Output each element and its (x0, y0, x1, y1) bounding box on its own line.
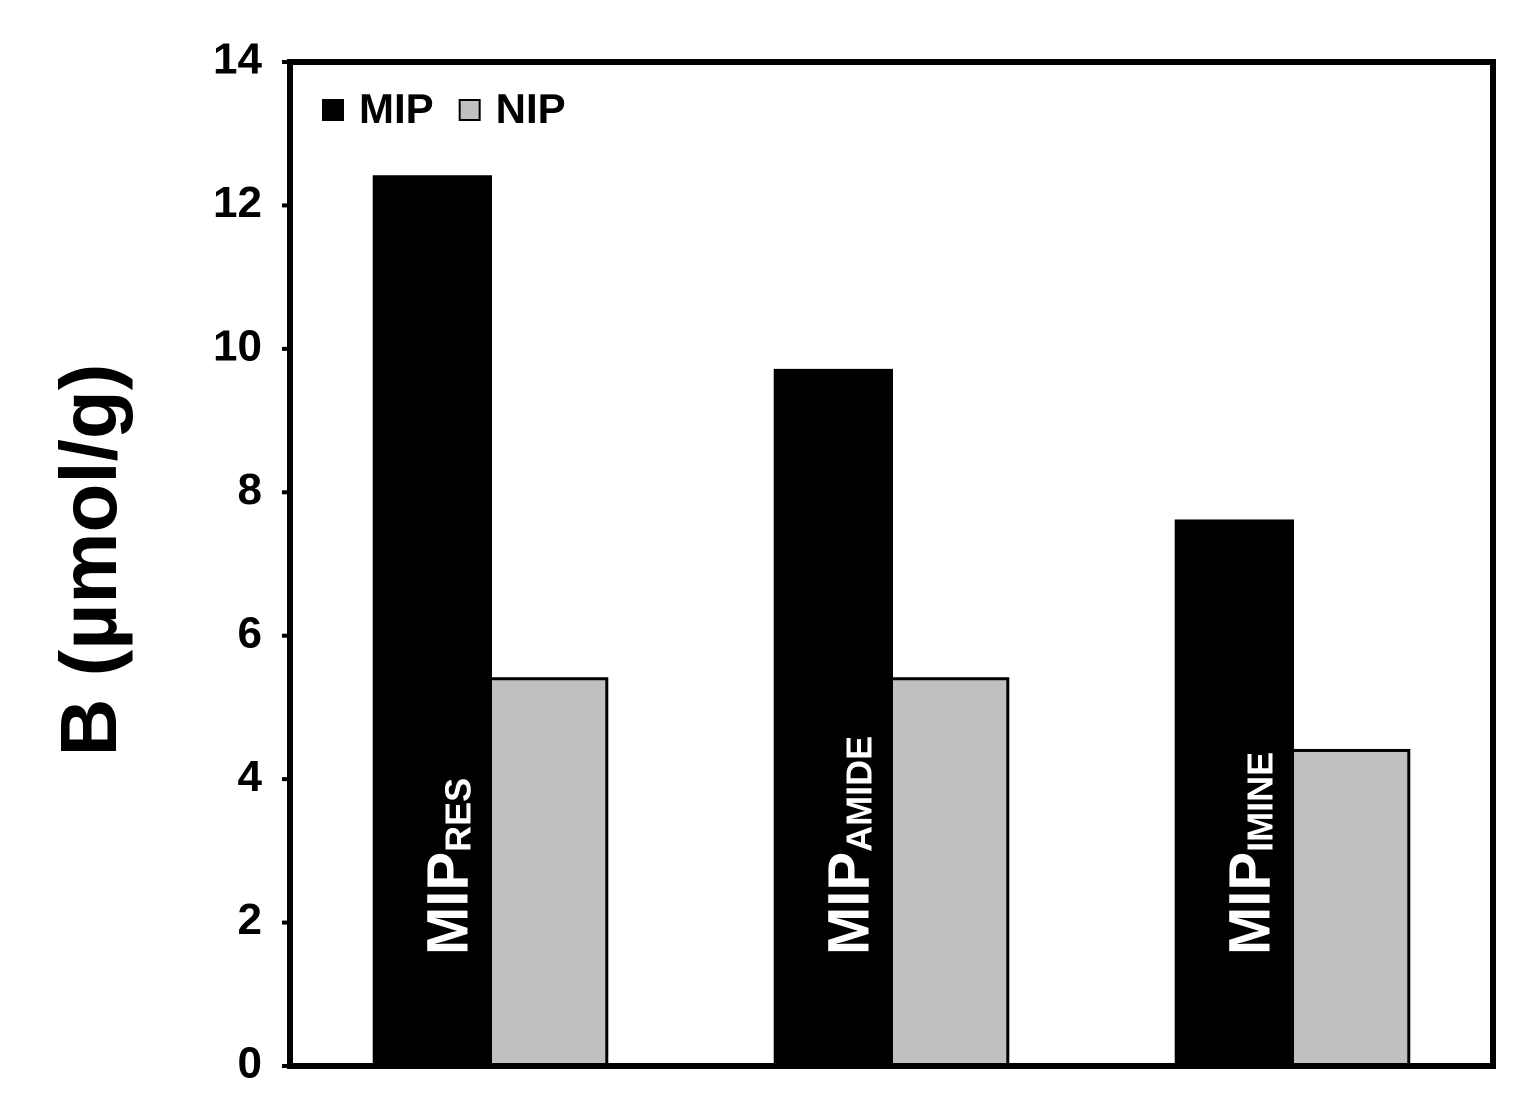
y-tick-label: 10 (213, 321, 262, 370)
legend-swatch (322, 99, 344, 121)
annotation-text: MIP (817, 852, 882, 955)
y-tick-label: 6 (238, 608, 262, 657)
annotation-text: MIP (1218, 852, 1283, 955)
bar-annotation: MIPIMINE (1218, 752, 1283, 955)
y-tick-label: 0 (238, 1039, 262, 1088)
legend-label: NIP (496, 85, 566, 132)
annotation-text: MIP (416, 852, 481, 955)
bar (489, 677, 609, 1068)
bar (890, 677, 1010, 1068)
legend-swatch (458, 99, 481, 121)
bar (773, 368, 894, 1068)
annotation-subscript: IMINE (1239, 752, 1280, 852)
annotation-subscript: RES (437, 778, 478, 852)
y-tick-label: 2 (238, 895, 262, 944)
plot-frame (287, 59, 1496, 1069)
bar (372, 175, 492, 1068)
bar-annotation: MIPRES (416, 778, 481, 955)
annotation-subscript: AMIDE (838, 736, 879, 852)
bar (1291, 748, 1411, 1068)
y-tick-label: 14 (213, 35, 262, 84)
y-tick-label: 8 (238, 465, 262, 514)
y-axis-title: B (µmol/g) (44, 364, 133, 757)
y-tick-label: 4 (238, 752, 263, 801)
bar-annotation: MIPAMIDE (817, 736, 882, 955)
bar (1174, 519, 1294, 1068)
legend-label: MIP (359, 85, 434, 132)
y-tick-label: 12 (213, 178, 262, 227)
